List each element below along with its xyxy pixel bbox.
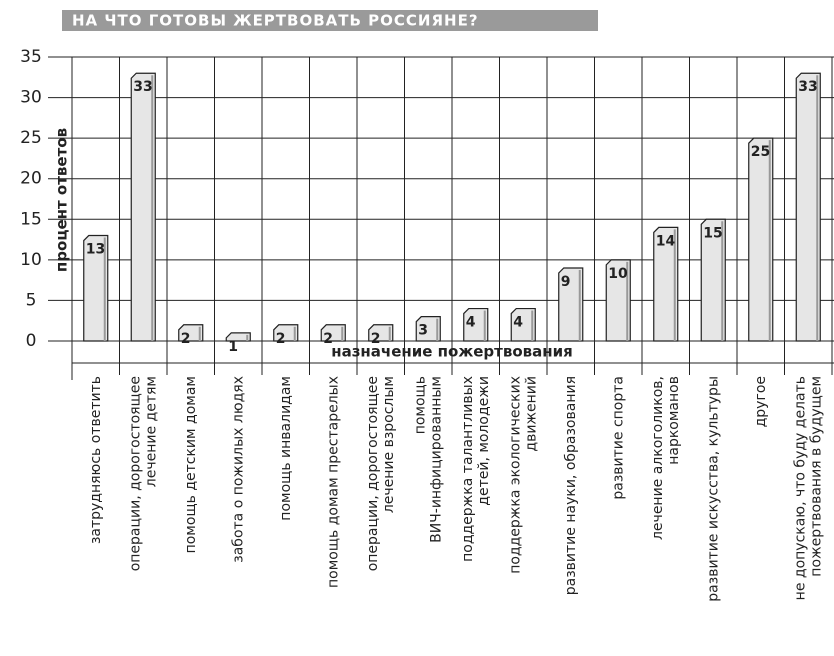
y-tick-label: 25 — [20, 128, 42, 148]
x-tick-label: помощь детским домам — [183, 376, 199, 553]
x-tick-label: затрудняюсь ответить — [88, 376, 104, 544]
value-label: 1 — [228, 339, 238, 355]
x-tick-label: развитие спорта — [610, 376, 626, 500]
title-bar — [62, 10, 598, 31]
value-label: 2 — [181, 331, 191, 347]
value-label: 10 — [608, 266, 628, 282]
y-tick-label: 0 — [26, 331, 37, 351]
x-tick-label: другое — [753, 376, 769, 427]
x-tick-label: операции, дорогостоящеелечение взрослым — [365, 376, 397, 571]
value-label: 2 — [276, 331, 286, 347]
value-label: 3 — [418, 323, 428, 339]
x-tick-label: поддержка экологическихдвижений — [507, 376, 539, 574]
y-tick-label: 5 — [26, 290, 37, 310]
y-tick-label: 35 — [20, 47, 42, 67]
value-label: 33 — [133, 79, 152, 95]
value-label: 4 — [513, 315, 523, 331]
x-tick-label: помощь домам престарелых — [325, 376, 341, 588]
x-tick-label: помощь инвалидам — [278, 376, 294, 521]
value-label: 4 — [466, 315, 476, 331]
value-label: 9 — [561, 274, 571, 290]
value-label: 2 — [323, 331, 333, 347]
y-tick-label: 30 — [20, 88, 42, 108]
y-axis-label: процент ответов — [53, 128, 71, 272]
value-label: 13 — [86, 242, 105, 258]
x-tick-label: не допускаю, что буду делатьпожертвовани… — [792, 376, 824, 600]
value-label: 33 — [798, 79, 817, 95]
chart-title: НА ЧТО ГОТОВЫ ЖЕРТВОВАТЬ РОССИЯНЕ? — [72, 12, 479, 30]
x-tick-label: развитие искусства, культуры — [705, 376, 721, 602]
x-tick-label: развитие науки, образования — [563, 376, 579, 595]
y-tick-label: 15 — [20, 209, 42, 229]
value-label: 15 — [703, 225, 722, 241]
x-tick-label: лечение алкоголиков,наркоманов — [650, 376, 682, 540]
x-tick-label: операции, дорогостоящеелечение детям — [127, 376, 159, 571]
x-tick-label: поддержка талантливыхдетей, молодежи — [460, 376, 492, 562]
value-label: 2 — [371, 331, 381, 347]
x-tick-label: помощьВИЧ-инфицированным — [412, 376, 444, 543]
y-tick-label: 20 — [20, 169, 42, 189]
value-label: 25 — [751, 144, 770, 160]
value-label: 14 — [656, 233, 676, 249]
y-tick-label: 10 — [20, 250, 42, 270]
x-tick-label: забота о пожилых людях — [230, 376, 246, 563]
